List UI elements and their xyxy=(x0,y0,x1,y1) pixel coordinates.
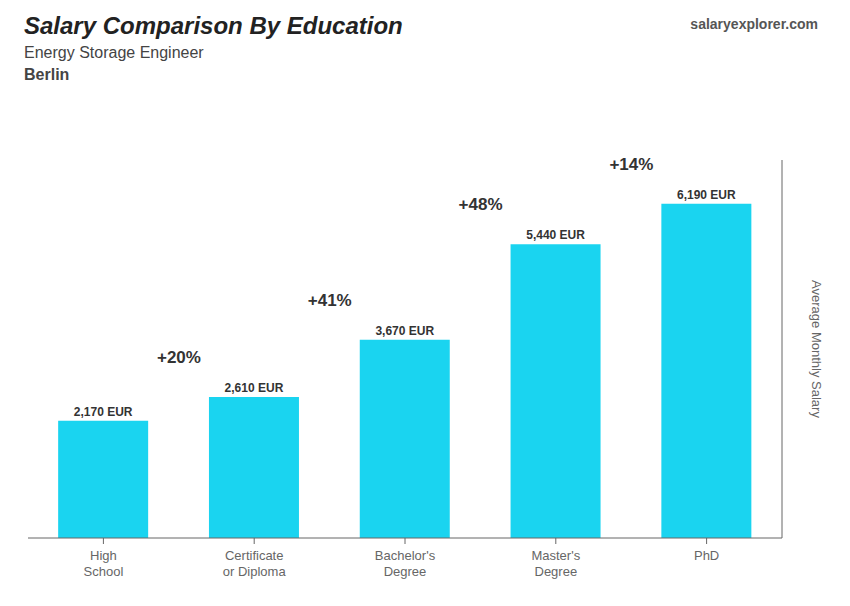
svg-text:HighSchool: HighSchool xyxy=(84,548,124,579)
svg-text:3,670 EUR: 3,670 EUR xyxy=(375,324,434,338)
svg-text:Average Monthly Salary: Average Monthly Salary xyxy=(809,280,824,418)
svg-text:+20%: +20% xyxy=(157,348,201,367)
html-text:Salary Comparison By Education: Salary Comparison By Education xyxy=(24,12,403,39)
svg-text:Certificateor Diploma: Certificateor Diploma xyxy=(223,548,287,579)
svg-text:Master'sDegree: Master'sDegree xyxy=(531,548,580,579)
svg-text:2,610 EUR: 2,610 EUR xyxy=(225,381,284,395)
svg-text:+14%: +14% xyxy=(609,155,653,174)
svg-text:+41%: +41% xyxy=(308,291,352,310)
svg-text:Bachelor'sDegree: Bachelor'sDegree xyxy=(375,548,436,579)
html-text:salaryexplorer.com: salaryexplorer.com xyxy=(690,16,818,32)
svg-text:+48%: +48% xyxy=(459,195,503,214)
svg-text:5,440 EUR: 5,440 EUR xyxy=(526,228,585,242)
svg-text:6,190 EUR: 6,190 EUR xyxy=(677,188,736,202)
html-text:Energy Storage Engineer: Energy Storage Engineer xyxy=(24,44,204,61)
svg-text:PhD: PhD xyxy=(694,548,719,563)
html-text:Berlin: Berlin xyxy=(24,66,70,83)
svg-text:2,170 EUR: 2,170 EUR xyxy=(74,405,133,419)
